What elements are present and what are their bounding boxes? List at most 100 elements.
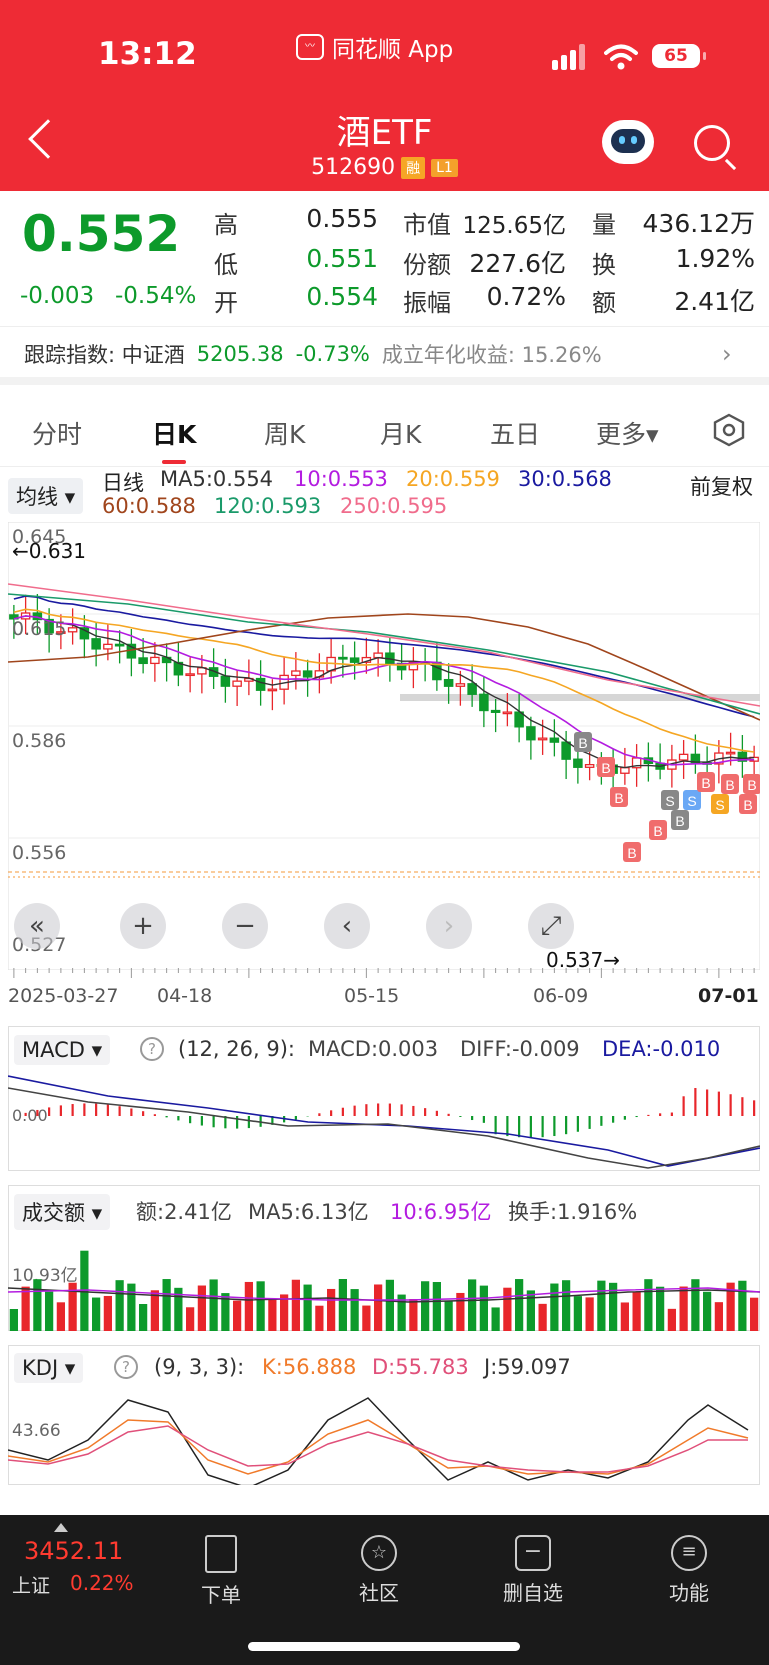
functions-button[interactable]: ≡ 功能: [644, 1535, 734, 1606]
volume-bar: [644, 1279, 653, 1331]
volume-bar: [21, 1286, 30, 1331]
volume-bar: [162, 1279, 171, 1331]
quote-panel: 0.552 -0.003 -0.54% 高 0.555 低 0.551 开 0.…: [0, 191, 769, 327]
amplitude-label: 振幅: [403, 289, 451, 317]
macd-zero-label: 0.00: [12, 1106, 48, 1125]
volume-bar: [350, 1289, 359, 1331]
tab-daily-k[interactable]: 日K: [152, 415, 196, 464]
sh-index-value[interactable]: 3452.11: [24, 1537, 124, 1565]
scroll-start-button[interactable]: «: [14, 903, 60, 949]
app-header: 13:12 〰 同花顺 App 65 酒ETF 512690 融 L1: [0, 0, 769, 191]
kdj-help-icon[interactable]: ?: [114, 1355, 138, 1379]
ma250-legend: 250:0.595: [340, 494, 448, 518]
order-label: 下单: [201, 1583, 241, 1607]
community-button[interactable]: ☆ 社区: [334, 1535, 424, 1606]
candle-body: [302, 670, 313, 678]
adjust-mode[interactable]: 前复权: [690, 475, 753, 499]
volume-bar: [397, 1294, 406, 1331]
volume-bar: [421, 1281, 430, 1331]
volume-top-label: 10.93亿: [12, 1266, 78, 1286]
ma-indicator-select[interactable]: 均线 ▾: [8, 478, 84, 514]
macd-panel: [8, 1026, 760, 1171]
ma5-legend: MA5:0.554: [160, 467, 274, 491]
volume-bar: [139, 1304, 148, 1331]
tab-monthly-k[interactable]: 月K: [380, 420, 422, 449]
fullscreen-button[interactable]: ⤢: [528, 903, 574, 949]
chevron-right-icon: ›: [722, 340, 732, 368]
diff-line: [8, 1087, 760, 1169]
candle-body: [620, 767, 630, 774]
ma120-legend: 120:0.593: [214, 494, 322, 518]
tab-five-day[interactable]: 五日: [490, 420, 541, 449]
mcap-value: 125.65亿: [462, 213, 566, 239]
trade-marker: [743, 774, 760, 794]
volume-turnover: 换手:1.916%: [508, 1200, 638, 1224]
bottom-toolbar: 3452.11 上证 0.22% 下单 ☆ 社区 − 删自选 ≡ 功能: [0, 1515, 769, 1665]
volume-bar: [479, 1285, 488, 1331]
tab-more[interactable]: 更多▾: [596, 420, 659, 449]
tab-weekly-k[interactable]: 周K: [264, 420, 306, 449]
search-icon[interactable]: [694, 125, 730, 161]
remove-watchlist-label: 删自选: [503, 1581, 563, 1605]
kdj-select[interactable]: KDJ ▾: [14, 1353, 84, 1383]
date-label-start: 2025-03-27: [8, 985, 119, 1007]
help-icon[interactable]: ?: [140, 1037, 164, 1061]
caret-up-icon[interactable]: [54, 1523, 68, 1532]
trade-marker: [649, 820, 667, 840]
volume-bar: [468, 1279, 477, 1331]
date-label-0515: 05-15: [344, 985, 400, 1007]
volume-select[interactable]: 成交额 ▾: [14, 1194, 111, 1230]
open-value: 0.554: [306, 282, 378, 311]
security-code: 512690: [311, 155, 396, 180]
tab-intraday[interactable]: 分时: [32, 420, 83, 449]
level-tag: L1: [431, 158, 458, 177]
volume-bar: [268, 1299, 277, 1331]
volume-bar: [197, 1285, 206, 1331]
candle-body: [526, 726, 536, 741]
y-label-0556: 0.556: [12, 842, 67, 864]
battery-indicator: 65: [652, 44, 706, 68]
ai-assistant-robot-icon[interactable]: [602, 120, 654, 164]
trade-marker: [697, 772, 715, 792]
tracking-index-row[interactable]: 跟踪指数: 中证酒 5205.38 -0.73% 成立年化收益: 15.26% …: [0, 330, 769, 385]
volume-ma10-line: [8, 1287, 760, 1301]
status-app-indicator[interactable]: 〰 同花顺 App: [296, 30, 453, 64]
trade-marker-label: S: [665, 793, 674, 809]
volume-bar: [620, 1302, 629, 1331]
y-label-0615: 0.615: [12, 618, 67, 640]
remove-watchlist-button[interactable]: − 删自选: [488, 1535, 578, 1606]
volume-bar: [327, 1288, 336, 1331]
volume-bar: [385, 1279, 394, 1331]
wifi-icon: [604, 44, 638, 70]
ma120-line: [8, 593, 760, 715]
candle-body: [490, 709, 501, 713]
volume-bar: [80, 1250, 89, 1331]
signal-icon: [552, 44, 585, 70]
candle-body: [584, 764, 595, 768]
settings-hexagon-icon[interactable]: [712, 413, 746, 447]
kdj-d: D:55.783: [372, 1355, 469, 1379]
kdj-chart: [8, 1397, 749, 1485]
scroll-right-button[interactable]: ›: [426, 903, 472, 949]
volume-bar: [667, 1308, 676, 1331]
zoom-out-button[interactable]: −: [222, 903, 268, 949]
date-axis-ticks: [13, 968, 755, 978]
amount-value: 2.41亿: [674, 287, 755, 316]
candle-body: [678, 753, 689, 761]
volume-bar: [562, 1280, 571, 1331]
date-label-0418: 04-18: [157, 985, 213, 1007]
volume-bar: [256, 1281, 265, 1331]
volume-bar: [233, 1300, 242, 1331]
macd-select[interactable]: MACD ▾: [14, 1035, 111, 1065]
trade-marker-label: B: [601, 760, 610, 776]
zoom-in-button[interactable]: +: [120, 903, 166, 949]
volume-amount: 额:2.41亿: [136, 1200, 232, 1224]
candle-body: [103, 643, 113, 650]
document-icon: [205, 1535, 237, 1573]
period-low-mark: 0.537→: [546, 948, 621, 972]
volume-bar: [632, 1291, 641, 1331]
order-button[interactable]: 下单: [176, 1535, 266, 1608]
scroll-left-button[interactable]: ‹: [324, 903, 370, 949]
volume-bar: [374, 1284, 383, 1331]
